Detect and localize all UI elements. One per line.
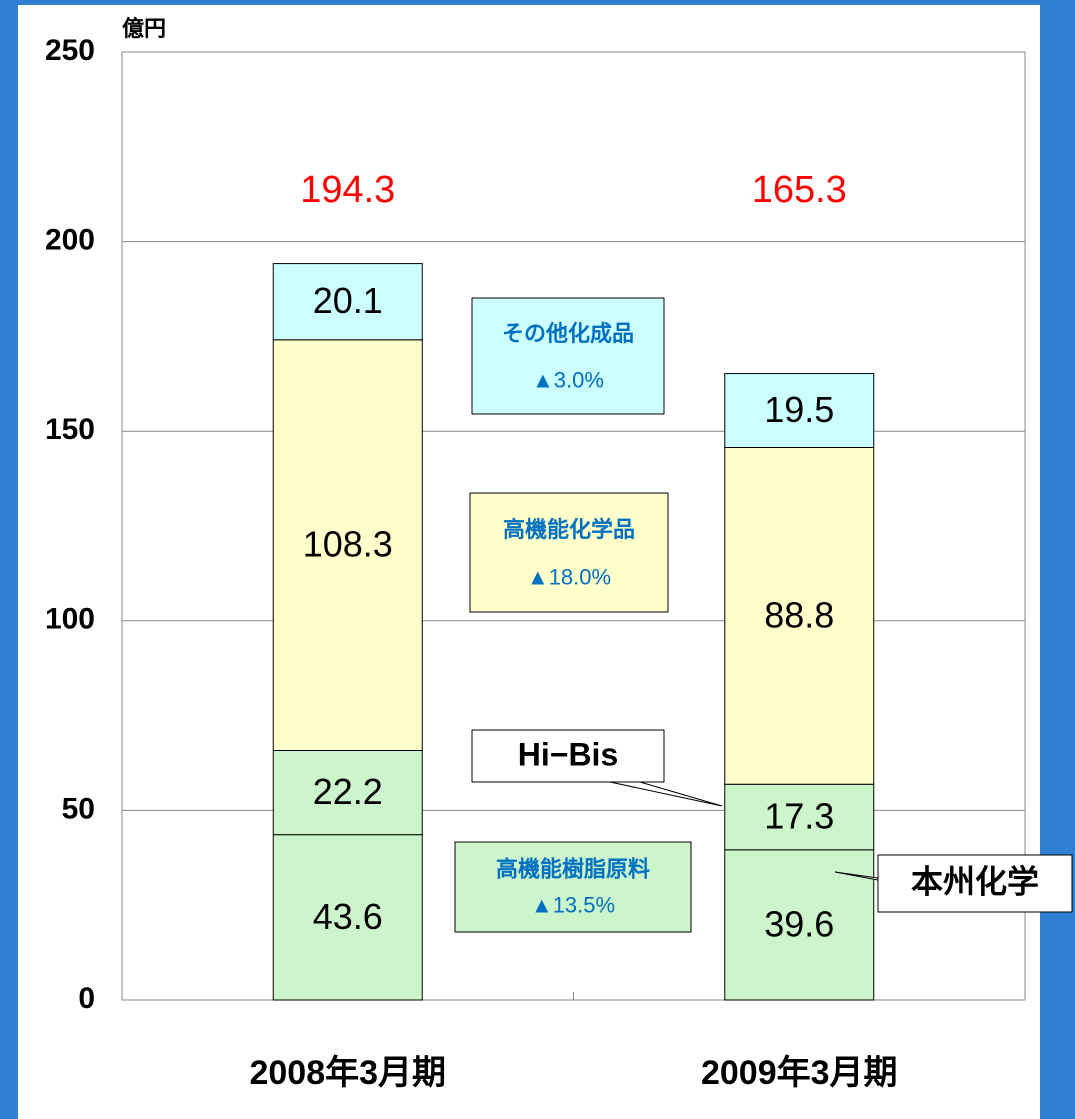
bar-segment — [272, 834, 423, 1001]
change-box-change: ▲3.0% — [532, 367, 604, 392]
y-tick-label: 0 — [78, 982, 95, 1015]
y-tick-label: 150 — [45, 413, 95, 446]
value-label: 88.8 — [764, 594, 834, 635]
bar-segment — [724, 783, 875, 851]
unit-label: 億円 — [122, 16, 166, 41]
change-box-label: 高機能化学品 — [503, 517, 635, 542]
callout-box — [471, 729, 665, 783]
change-box-label: 高機能樹脂原料 — [496, 857, 650, 882]
value-label: 43.6 — [313, 896, 383, 937]
value-label: 17.3 — [764, 796, 834, 837]
legend-label: 本州化学 — [911, 863, 1039, 899]
callout-box — [877, 854, 1073, 913]
bar-segment — [724, 373, 875, 449]
legend-label: Hi−Bis — [518, 736, 618, 772]
change-box — [471, 297, 665, 415]
x-tick-label: 2009年3月期 — [701, 1054, 898, 1092]
total-label: 165.3 — [752, 169, 847, 211]
bar-segment — [272, 339, 423, 751]
change-box — [469, 492, 669, 613]
value-label: 20.1 — [313, 280, 383, 321]
value-label: 108.3 — [303, 524, 393, 565]
change-box — [454, 841, 692, 933]
value-label: 39.6 — [764, 903, 834, 944]
y-tick-label: 50 — [62, 792, 95, 825]
bar-segment — [272, 263, 423, 341]
y-tick-label: 200 — [45, 224, 95, 257]
bar-segment — [724, 447, 875, 785]
y-tick-label: 250 — [45, 34, 95, 67]
value-label: 19.5 — [764, 389, 834, 430]
change-box-change: ▲18.0% — [527, 564, 611, 589]
change-box-change: ▲13.5% — [531, 893, 615, 918]
bar-segment — [272, 749, 423, 836]
value-label: 22.2 — [313, 771, 383, 812]
x-tick-label: 2008年3月期 — [249, 1054, 446, 1092]
y-tick-label: 100 — [45, 603, 95, 636]
change-box-label: その他化成品 — [502, 321, 634, 346]
total-label: 194.3 — [300, 169, 395, 211]
